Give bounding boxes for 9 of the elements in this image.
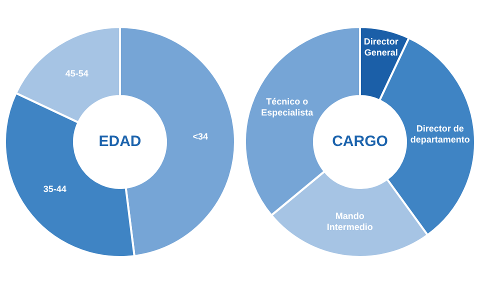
text: EDAD: [98, 133, 142, 150]
slice-label: Director de departamento: [410, 123, 470, 144]
slice-label: 45-54: [65, 68, 88, 79]
slice-label: Director General: [364, 36, 399, 58]
slice-label: <34: [192, 131, 208, 142]
text: CARGO: [332, 133, 388, 150]
slice-label: Técnico o Especialista: [261, 96, 314, 118]
slice-label: 35-44: [43, 184, 66, 194]
slice-label: Mando Intermedio: [326, 210, 374, 232]
